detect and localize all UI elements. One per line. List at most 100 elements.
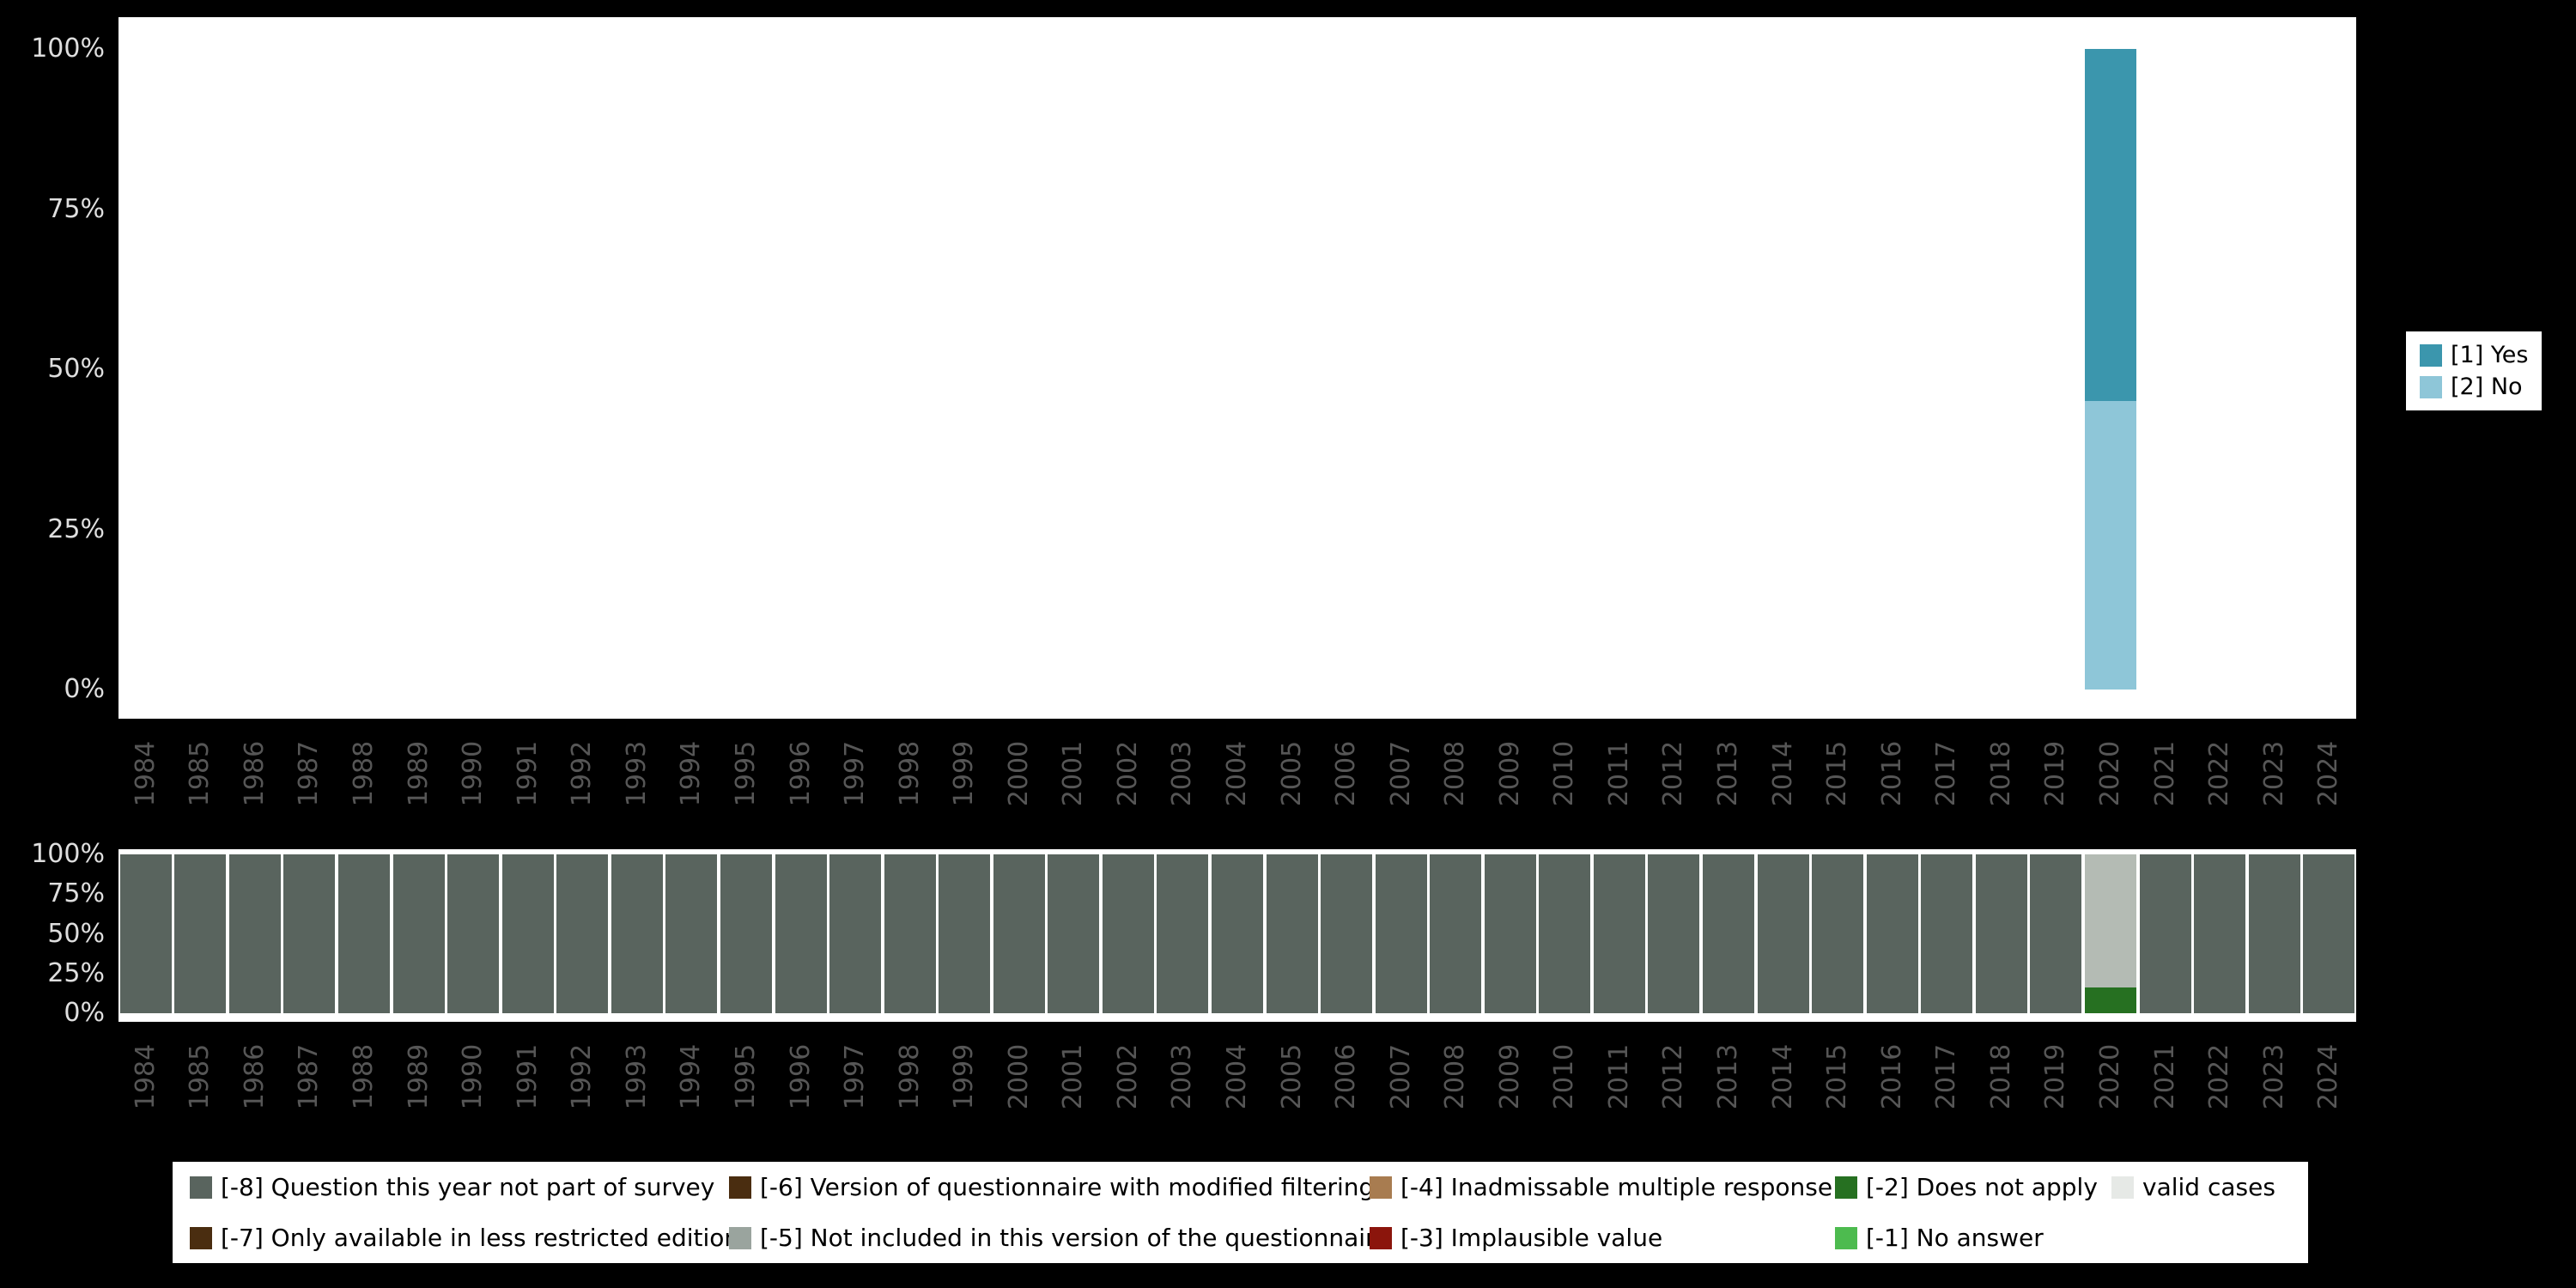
- legend-swatch: [190, 1226, 212, 1249]
- legend-swatch: [190, 1176, 212, 1199]
- missing-year-label-1985: 1985: [185, 1043, 216, 1110]
- responses-year-label-2024: 2024: [2313, 740, 2344, 807]
- missing-segment--8-question-this-year-not-part-of-survey: [1430, 854, 1482, 1013]
- missing-values-legend: [-8] Question this year not part of surv…: [173, 1162, 2308, 1263]
- missing-bar-1997: [829, 854, 882, 1013]
- responses-year-label-2021: 2021: [2149, 740, 2180, 807]
- missing-year-label-1986: 1986: [239, 1043, 270, 1110]
- missing-year-label-2023: 2023: [2258, 1043, 2289, 1110]
- missing-bar-1996: [775, 854, 827, 1013]
- missing-bar-2019: [2030, 854, 2082, 1013]
- missing-bar-2009: [1484, 854, 1536, 1013]
- missing-segment--8-question-this-year-not-part-of-survey: [1648, 854, 1700, 1013]
- missing-bar-2005: [1266, 854, 1318, 1013]
- legend-label: [-2] Does not apply: [1866, 1173, 2098, 1201]
- missing-segment--2-does-not-apply: [2084, 987, 2136, 1013]
- missing-bar-2004: [1212, 854, 1263, 1013]
- missing-segment--8-question-this-year-not-part-of-survey: [1703, 854, 1755, 1013]
- responses-year-label-2012: 2012: [1658, 740, 1689, 807]
- responses-year-label-1990: 1990: [458, 740, 489, 807]
- responses-year-label-2022: 2022: [2204, 740, 2235, 807]
- missing-year-label-2019: 2019: [2040, 1043, 2071, 1110]
- missing-year-label-2008: 2008: [1440, 1043, 1471, 1110]
- missing-bar-2013: [1703, 854, 1755, 1013]
- missing-segment--8-question-this-year-not-part-of-survey: [1157, 854, 1209, 1013]
- legend-item: [-8] Question this year not part of surv…: [190, 1173, 729, 1201]
- legend-item: [-3] Implausible value: [1370, 1224, 1835, 1252]
- missing-segment-valid-cases: [2084, 854, 2136, 988]
- responses-year-label-2014: 2014: [1767, 740, 1798, 807]
- missing-bar-2024: [2303, 854, 2355, 1013]
- legend-label: [-4] Inadmissable multiple response: [1400, 1173, 1833, 1201]
- missing-year-label-1994: 1994: [676, 1043, 707, 1110]
- missing-year-label-1997: 1997: [840, 1043, 871, 1110]
- missing-year-label-2013: 2013: [1713, 1043, 1744, 1110]
- missing-segment--8-question-this-year-not-part-of-survey: [556, 854, 609, 1013]
- missing-year-label-1989: 1989: [403, 1043, 434, 1110]
- missing-segment--8-question-this-year-not-part-of-survey: [939, 854, 991, 1013]
- missing-year-label-1991: 1991: [512, 1043, 543, 1110]
- missing-values-y-axis: 0% 25% 50% 75% 100%: [0, 839, 112, 1028]
- missing-bar-2006: [1321, 854, 1373, 1013]
- responses-year-label-1984: 1984: [130, 740, 161, 807]
- responses-year-label-1987: 1987: [294, 740, 325, 807]
- missing-tick-25: 25%: [47, 957, 105, 988]
- missing-segment--8-question-this-year-not-part-of-survey: [1102, 854, 1154, 1013]
- legend-label: [1] Yes: [2451, 342, 2529, 368]
- responses-year-label-2017: 2017: [1931, 740, 1962, 807]
- responses-tick-25: 25%: [47, 513, 105, 544]
- missing-bar-2007: [1375, 854, 1427, 1013]
- legend-item: [-2] Does not apply: [1835, 1173, 2111, 1201]
- missing-segment--8-question-this-year-not-part-of-survey: [447, 854, 500, 1013]
- legend-swatch: [1370, 1176, 1392, 1199]
- missing-year-label-2011: 2011: [1603, 1043, 1634, 1110]
- missing-segment--8-question-this-year-not-part-of-survey: [1866, 854, 1918, 1013]
- missing-bar-2014: [1757, 854, 1809, 1013]
- missing-segment--8-question-this-year-not-part-of-survey: [1593, 854, 1645, 1013]
- legend-swatch: [2111, 1176, 2134, 1199]
- missing-bar-1994: [665, 854, 718, 1013]
- legend-label: [-7] Only available in less restricted e…: [221, 1224, 740, 1252]
- missing-year-label-2002: 2002: [1112, 1043, 1143, 1110]
- missing-values-x-axis: 1984 1985 1986 1987 1988 1989 1990 1991 1992 1993…: [118, 1029, 2356, 1125]
- missing-values-chart-plot-area: [118, 849, 2356, 1022]
- legend-label: [-5] Not included in this version of the…: [760, 1224, 1390, 1252]
- responses-year-label-1985: 1985: [185, 740, 216, 807]
- legend-label: [-8] Question this year not part of surv…: [221, 1173, 715, 1201]
- responses-year-label-2010: 2010: [1549, 740, 1580, 807]
- legend-item: valid cases: [2111, 1173, 2308, 1201]
- responses-year-label-2009: 2009: [1494, 740, 1525, 807]
- legend-item: [-5] Not included in this version of the…: [729, 1224, 1389, 1252]
- missing-year-label-2021: 2021: [2149, 1043, 2180, 1110]
- legend-label: valid cases: [2142, 1173, 2275, 1201]
- missing-bar-2021: [2139, 854, 2191, 1013]
- responses-year-label-2002: 2002: [1112, 740, 1143, 807]
- missing-tick-100: 100%: [31, 839, 105, 869]
- bar-segment--2-no: [2084, 401, 2136, 690]
- missing-year-label-2017: 2017: [1931, 1043, 1962, 1110]
- legend-swatch: [1835, 1226, 1857, 1249]
- missing-year-label-1984: 1984: [130, 1043, 161, 1110]
- missing-segment--8-question-this-year-not-part-of-survey: [1484, 854, 1536, 1013]
- legend-label: [-1] No answer: [1866, 1224, 2044, 1252]
- missing-year-label-2020: 2020: [2094, 1043, 2125, 1110]
- responses-year-label-2015: 2015: [1822, 740, 1853, 807]
- legend-label: [2] No: [2451, 374, 2523, 400]
- legend-swatch: [2420, 343, 2442, 367]
- missing-bar-1989: [392, 854, 445, 1013]
- responses-year-label-1991: 1991: [512, 740, 543, 807]
- missing-segment--8-question-this-year-not-part-of-survey: [338, 854, 391, 1013]
- missing-segment--8-question-this-year-not-part-of-survey: [1048, 854, 1100, 1013]
- missing-year-label-2007: 2007: [1385, 1043, 1416, 1110]
- legend-item: [-1] No answer: [1835, 1224, 2111, 1252]
- missing-year-label-1998: 1998: [894, 1043, 925, 1110]
- missing-bar-2011: [1593, 854, 1645, 1013]
- missing-bar-1984: [119, 854, 172, 1013]
- missing-segment--8-question-this-year-not-part-of-survey: [1975, 854, 2027, 1013]
- responses-year-label-2008: 2008: [1440, 740, 1471, 807]
- missing-bar-2016: [1866, 854, 1918, 1013]
- missing-segment--8-question-this-year-not-part-of-survey: [611, 854, 663, 1013]
- missing-tick-50: 50%: [47, 918, 105, 949]
- responses-year-label-2011: 2011: [1603, 740, 1634, 807]
